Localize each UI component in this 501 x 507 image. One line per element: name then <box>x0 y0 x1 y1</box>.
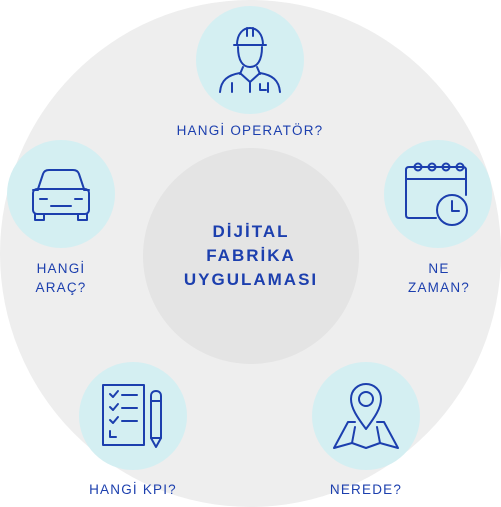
center-hub: DİJİTAL FABRİKA UYGULAMASI <box>143 148 359 364</box>
vehicle-label: HANGİ ARAÇ? <box>21 259 101 297</box>
time-node <box>384 140 492 248</box>
checklist-icon <box>102 384 162 448</box>
vehicle-label-line-2: ARAÇ? <box>35 280 87 295</box>
vehicle-label-line-1: HANGİ <box>36 261 86 276</box>
operator-node <box>196 6 304 114</box>
time-label: NE ZAMAN? <box>399 259 479 297</box>
hub-title-line-1: DİJİTAL <box>212 222 290 241</box>
map-pin-icon <box>333 383 399 449</box>
kpi-label: HANGİ KPI? <box>89 482 177 497</box>
time-label-line-1: NE <box>428 261 450 276</box>
car-icon <box>32 169 90 221</box>
worker-icon <box>219 27 281 93</box>
operator-label: HANGİ OPERATÖR? <box>176 123 324 138</box>
location-label: NEREDE? <box>329 482 403 497</box>
hub-title-line-2: FABRİKA <box>206 246 296 265</box>
calendar-clock-icon <box>405 162 468 226</box>
location-node <box>312 362 420 470</box>
vehicle-node <box>7 140 115 248</box>
kpi-node <box>79 362 187 470</box>
hub-title-line-3: UYGULAMASI <box>183 270 319 289</box>
time-label-line-2: ZAMAN? <box>408 280 470 295</box>
